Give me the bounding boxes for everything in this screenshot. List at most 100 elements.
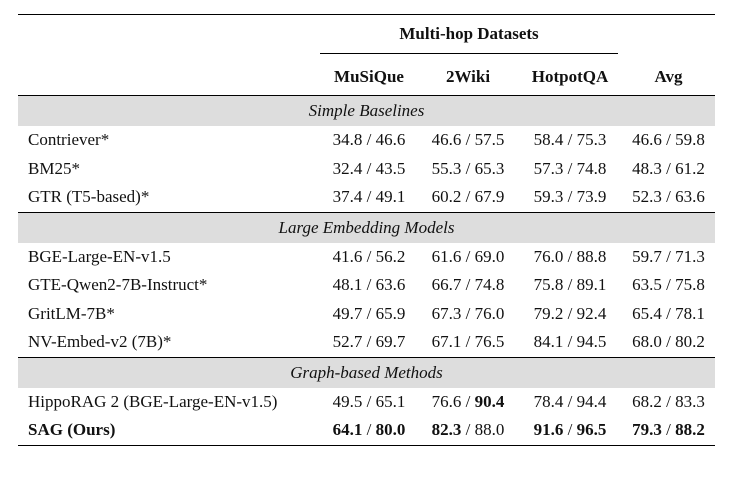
score-cell: 61.6 / 69.0 bbox=[418, 243, 518, 272]
table-row: SAG (Ours) 64.1 / 80.0 82.3 / 88.0 91.6 / 9… bbox=[18, 416, 716, 446]
section-title: Simple Baselines bbox=[18, 95, 716, 126]
score-second: 65.3 bbox=[474, 158, 505, 178]
score-second: 69.7 bbox=[375, 332, 406, 352]
score-separator: / bbox=[661, 420, 676, 440]
score-first: 76.6 bbox=[431, 391, 462, 411]
score-separator: / bbox=[563, 420, 577, 440]
score-second: 71.3 bbox=[675, 246, 705, 266]
score-separator: / bbox=[362, 246, 376, 266]
table-row: GritLM-7B* 49.7 / 65.9 67.3 / 76.0 79.2 / 9… bbox=[18, 300, 715, 329]
score-first: 63.5 bbox=[632, 275, 662, 295]
method-name: BM25* bbox=[28, 158, 80, 178]
score-first: 76.0 bbox=[533, 246, 564, 266]
score-cell: 68.0 / 80.2 bbox=[622, 328, 715, 357]
score-first: 75.8 bbox=[533, 275, 564, 295]
score-separator: / bbox=[461, 303, 475, 323]
score-cell: 68.2 / 83.3 bbox=[622, 388, 715, 417]
score-separator: / bbox=[661, 158, 676, 178]
score-first: 34.8 bbox=[332, 130, 363, 150]
score-cell: 32.4 / 43.5 bbox=[320, 155, 418, 184]
score-cell: 46.6 / 57.5 bbox=[418, 126, 518, 155]
score-cell: 60.2 / 67.9 bbox=[418, 183, 518, 212]
score-separator: / bbox=[563, 391, 577, 411]
score-second: 61.2 bbox=[675, 158, 705, 178]
score-second: 56.2 bbox=[375, 246, 406, 266]
score-first: 59.7 bbox=[632, 246, 662, 266]
method-name: HippoRAG 2 (BGE-Large-EN-v1.5) bbox=[28, 391, 278, 411]
score-cell: 75.8 / 89.1 bbox=[518, 271, 622, 300]
section-header-row: Large Embedding Models bbox=[18, 211, 716, 243]
score-second: 80.2 bbox=[675, 332, 705, 352]
score-cell: 37.4 / 49.1 bbox=[320, 183, 418, 212]
score-second: 78.1 bbox=[675, 303, 705, 323]
score-cell: 49.7 / 65.9 bbox=[320, 300, 418, 329]
score-separator: / bbox=[362, 158, 376, 178]
score-cell: 58.4 / 75.3 bbox=[518, 126, 622, 155]
score-first: 52.7 bbox=[332, 332, 363, 352]
score-first: 79.2 bbox=[533, 303, 564, 323]
score-separator: / bbox=[661, 391, 676, 411]
score-cell: 41.6 / 56.2 bbox=[320, 243, 418, 272]
column-header-musique: MuSiQue bbox=[334, 66, 404, 86]
results-table: Multi-hop Datasets MuSiQue 2Wiki HotpotQ… bbox=[18, 14, 716, 446]
table-row: HippoRAG 2 (BGE-Large-EN-v1.5) 49.5 / 65.… bbox=[18, 388, 715, 417]
section-header-row: Simple Baselines bbox=[18, 95, 716, 126]
score-separator: / bbox=[461, 391, 475, 411]
score-second: 57.5 bbox=[474, 130, 505, 150]
score-cell: 65.4 / 78.1 bbox=[622, 300, 715, 329]
score-cell: 91.6 / 96.5 bbox=[518, 416, 623, 446]
method-name: GritLM-7B* bbox=[28, 303, 115, 323]
score-separator: / bbox=[461, 246, 475, 266]
score-first: 41.6 bbox=[332, 246, 363, 266]
score-second: 49.1 bbox=[375, 187, 406, 207]
score-separator: / bbox=[461, 275, 475, 295]
column-header-row: MuSiQue 2Wiki HotpotQA Avg bbox=[18, 58, 715, 96]
score-second: 89.1 bbox=[576, 275, 607, 295]
score-separator: / bbox=[563, 158, 577, 178]
score-second: 43.5 bbox=[375, 158, 406, 178]
results-table-container: Multi-hop Datasets MuSiQue 2Wiki HotpotQ… bbox=[18, 14, 716, 446]
score-separator: / bbox=[563, 187, 577, 207]
score-second: 69.0 bbox=[474, 246, 505, 266]
score-first: 65.4 bbox=[632, 303, 662, 323]
score-first: 68.2 bbox=[632, 391, 662, 411]
score-cell: 57.3 / 74.8 bbox=[518, 155, 622, 184]
score-second: 67.9 bbox=[474, 187, 505, 207]
score-cell: 52.7 / 69.7 bbox=[320, 328, 418, 357]
score-first: 68.0 bbox=[632, 332, 662, 352]
score-cell: 59.3 / 73.9 bbox=[518, 183, 622, 212]
score-cell: 82.3 / 88.0 bbox=[418, 416, 518, 446]
score-cell: 79.2 / 92.4 bbox=[518, 300, 622, 329]
score-first: 84.1 bbox=[533, 332, 564, 352]
score-first: 46.6 bbox=[632, 130, 662, 150]
score-second: 94.5 bbox=[576, 332, 607, 352]
score-separator: / bbox=[461, 420, 475, 440]
score-first: 48.1 bbox=[332, 275, 363, 295]
score-cell: 76.6 / 90.4 bbox=[418, 388, 518, 417]
score-second: 92.4 bbox=[576, 303, 607, 323]
empty-header-cell bbox=[622, 15, 715, 59]
score-first: 58.4 bbox=[533, 130, 564, 150]
empty-header-cell bbox=[18, 15, 320, 59]
method-name: Contriever* bbox=[28, 130, 110, 150]
score-first: 79.3 bbox=[632, 420, 662, 440]
score-separator: / bbox=[563, 303, 577, 323]
score-cell: 76.0 / 88.8 bbox=[518, 243, 622, 272]
method-name: GTR (T5-based)* bbox=[28, 187, 150, 207]
score-first: 59.3 bbox=[533, 187, 564, 207]
score-second: 46.6 bbox=[375, 130, 406, 150]
score-second: 76.5 bbox=[474, 332, 505, 352]
group-header-label: Multi-hop Datasets bbox=[320, 24, 619, 54]
score-first: 37.4 bbox=[332, 187, 363, 207]
score-second: 75.3 bbox=[576, 130, 607, 150]
score-cell: 84.1 / 94.5 bbox=[518, 328, 622, 357]
method-name: SAG (Ours) bbox=[18, 416, 320, 446]
score-separator: / bbox=[362, 332, 376, 352]
table-row: BM25* 32.4 / 43.5 55.3 / 65.3 57.3 / 74.8 48… bbox=[18, 155, 715, 184]
score-first: 67.3 bbox=[431, 303, 462, 323]
score-second: 88.0 bbox=[474, 420, 505, 440]
score-second: 74.8 bbox=[576, 158, 607, 178]
score-second: 63.6 bbox=[675, 187, 705, 207]
score-separator: / bbox=[563, 332, 577, 352]
score-first: 91.6 bbox=[533, 420, 564, 440]
